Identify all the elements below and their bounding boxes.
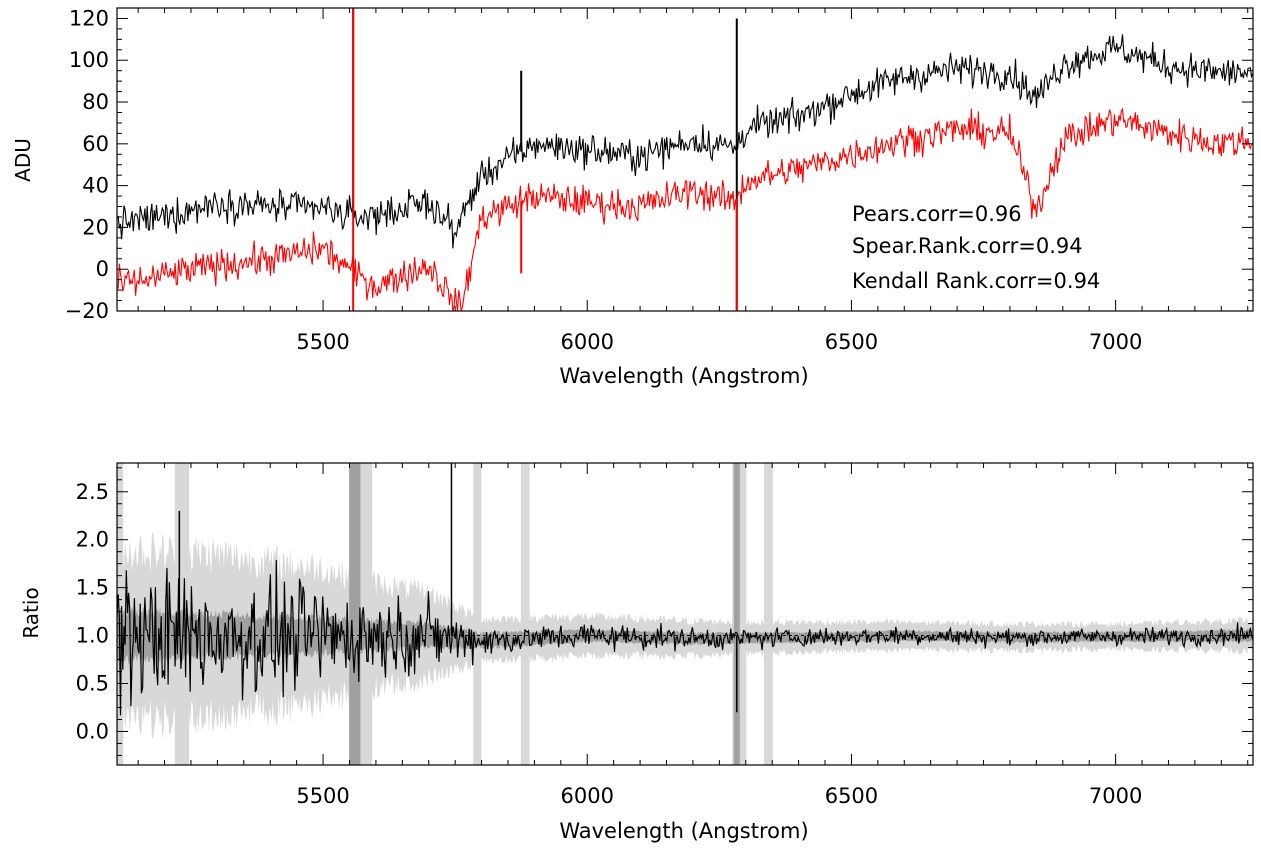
outer-band-burst [763,463,773,765]
outer-band-burst [473,463,482,765]
top-spectrum-panel: 5500 6000 6500 7000 −20 0 20 40 60 80 100 120 ADU W… [11,6,1254,388]
inner-band-burst [733,463,740,765]
x-tick-label: 7000 [1089,330,1142,354]
red-spectrum-line [117,107,1253,311]
x-tick-label: 6500 [825,784,878,808]
x-tick-label: 6500 [825,330,878,354]
outer-band-burst [737,463,747,765]
annotation-spearman: Spear.Rank.corr=0.94 [852,234,1083,258]
ratio-series-line [117,560,1253,716]
y-tick-label: 120 [69,6,109,30]
y-tick-label: −20 [65,299,109,323]
x-tick-label: 7000 [1089,784,1142,808]
black-spectrum-line [117,34,1253,249]
y-tick-label: 1.5 [76,576,109,600]
inner-band-burst [354,463,361,765]
y-tick-label: 0.0 [76,719,109,743]
y-tick-label: 100 [69,48,109,72]
top-plot-frame [116,7,1254,312]
y-tick-label: 1.0 [76,624,109,648]
bottom-ratio-panel: 5500 6000 6500 7000 0.0 0.5 1.0 1.5 2.0 2.5 Ratio… [19,462,1254,843]
y-tick-label: 20 [82,215,109,239]
x-tick-label: 5500 [296,330,349,354]
y-tick-label: 40 [82,174,109,198]
top-xlabel: Wavelength (Angstrom) [559,364,808,388]
outer-band-burst [362,463,373,765]
x-tick-label: 5500 [296,784,349,808]
top-axis-ticks: 5500 6000 6500 7000 −20 0 20 40 60 80 100 120 [65,6,1253,354]
x-tick-label: 6000 [561,784,614,808]
inner-error-band [117,606,1253,665]
inner-band-burst [349,463,356,765]
top-plot-area [117,8,1253,311]
annotation-kendall: Kendall Rank.corr=0.94 [852,269,1100,293]
annotation-pearson: Pears.corr=0.96 [852,202,1022,226]
y-tick-label: 2.0 [76,528,109,552]
bottom-plot-frame [116,462,1254,766]
bottom-ylabel: Ratio [19,587,43,638]
y-tick-label: 60 [82,132,109,156]
bottom-axis-ticks: 5500 6000 6500 7000 0.0 0.5 1.0 1.5 2.0 2.5 [76,463,1253,808]
outer-band-burst [520,463,530,765]
bottom-plot-area [117,463,1253,765]
top-ylabel: ADU [11,138,35,182]
y-tick-label: 2.5 [76,480,109,504]
bottom-xlabel: Wavelength (Angstrom) [559,819,808,843]
y-tick-label: 0 [96,257,109,281]
y-tick-label: 80 [82,90,109,114]
y-tick-label: 0.5 [76,672,109,696]
x-tick-label: 6000 [561,330,614,354]
